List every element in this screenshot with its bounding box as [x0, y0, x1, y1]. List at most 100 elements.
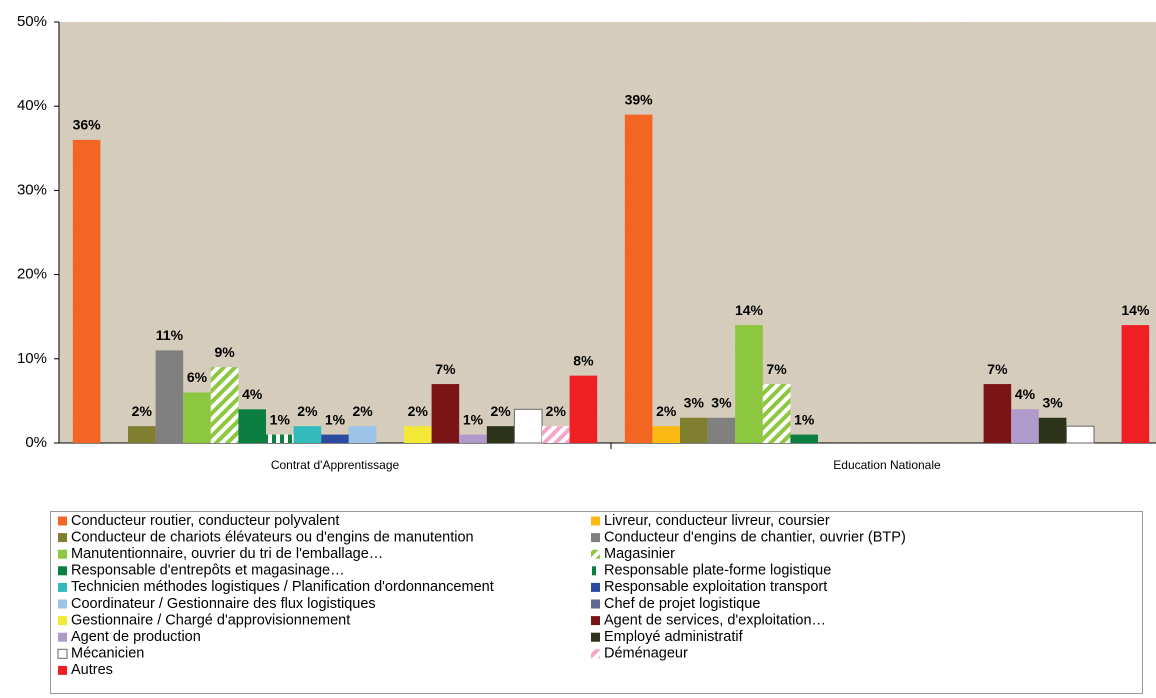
legend-swatch: [58, 566, 67, 576]
data-label: 9%: [214, 344, 235, 360]
data-label: 4%: [242, 386, 263, 402]
legend-label: Mécanicien: [71, 646, 144, 662]
data-label: 8%: [573, 352, 594, 368]
y-tick-label: 40%: [17, 97, 47, 114]
bar: [486, 426, 515, 443]
legend-label: Agent de services, d'exploitation…: [604, 612, 826, 628]
legend-swatch: [58, 616, 67, 626]
bar: [680, 417, 708, 443]
legend-swatch: [58, 665, 67, 675]
data-label: 2%: [297, 403, 318, 419]
data-label: 7%: [987, 361, 1008, 377]
bar: [652, 426, 680, 443]
legend-label: Technicien méthodes logistiques / Planif…: [71, 579, 494, 595]
legend-swatch: [57, 648, 68, 659]
legend-label: Coordinateur / Gestionnaire des flux log…: [71, 596, 376, 612]
x-tick-label: Contrat d'Apprentissage: [271, 458, 400, 472]
legend-swatch: [58, 533, 67, 543]
data-label: 1%: [794, 411, 815, 427]
bar: [431, 384, 460, 443]
data-label: 11%: [156, 327, 184, 343]
bar: [1065, 425, 1095, 444]
bar: [155, 350, 184, 443]
bar: [735, 325, 763, 443]
legend-swatch: [591, 616, 600, 626]
bar: [293, 426, 322, 443]
y-tick-label: 0%: [25, 434, 47, 451]
legend-label: Conducteur routier, conducteur polyvalen…: [71, 513, 339, 529]
data-label: 2%: [132, 403, 153, 419]
y-tick-label: 20%: [17, 266, 47, 283]
y-tick-label: 50%: [17, 13, 47, 30]
data-label: 36%: [73, 117, 102, 133]
legend-swatch: [591, 599, 600, 609]
data-label: 14%: [1121, 302, 1150, 318]
legend-label: Responsable d'entrepôts et magasinage…: [71, 563, 345, 579]
data-label: 3%: [1042, 394, 1063, 410]
legend-swatch: [58, 549, 67, 559]
x-tick-label: Education Nationale: [833, 458, 941, 472]
bar: [72, 139, 101, 443]
bar: [542, 426, 570, 443]
legend-swatch: [58, 516, 67, 526]
bar: [1011, 409, 1039, 443]
legend-label: Responsable plate-forme logistique: [604, 563, 831, 579]
data-label: 3%: [684, 394, 705, 410]
legend-swatch: [591, 549, 600, 559]
legend-swatch: [58, 582, 67, 592]
y-tick-label: 30%: [17, 181, 47, 198]
bar: [983, 384, 1012, 443]
data-label: 2%: [408, 403, 429, 419]
legend-label: Manutentionnaire, ouvrier du tri de l'em…: [71, 546, 383, 562]
data-label: 1%: [325, 411, 346, 427]
data-label: 3%: [711, 394, 732, 410]
legend-swatch: [591, 533, 600, 543]
bar: [1121, 325, 1150, 443]
legend-swatch: [591, 516, 600, 526]
legend-swatch: [591, 566, 600, 576]
y-tick-label: 10%: [17, 350, 47, 367]
plot-texture: [59, 22, 1156, 443]
bar: [459, 434, 487, 443]
legend-label: Conducteur d'engins de chantier, ouvrier…: [604, 529, 906, 545]
legend-label: Déménageur: [604, 646, 688, 662]
data-label: 1%: [270, 411, 291, 427]
legend-label: Autres: [71, 662, 113, 678]
data-label: 7%: [435, 361, 456, 377]
bar: [569, 375, 598, 443]
legend-label: Employé administratif: [604, 629, 744, 645]
legend-swatch: [58, 599, 67, 609]
bar: [762, 384, 791, 443]
bar: [404, 426, 432, 443]
legend-label: Agent de production: [71, 629, 201, 645]
legend-label: Gestionnaire / Chargé d'approvisionnemen…: [71, 612, 350, 628]
data-label: 14%: [735, 302, 764, 318]
data-label: 2%: [546, 403, 567, 419]
bar: [1038, 417, 1067, 443]
data-label: 2%: [490, 403, 511, 419]
legend-label: Magasinier: [604, 546, 675, 562]
legend-swatch: [58, 632, 67, 642]
bar: [707, 417, 736, 443]
bar: [183, 392, 211, 443]
data-label: 2%: [352, 403, 373, 419]
bar: [238, 409, 266, 443]
data-label: 7%: [766, 361, 787, 377]
legend-swatch: [591, 632, 600, 642]
bar: [210, 367, 239, 443]
bar: [624, 114, 653, 444]
data-label: 1%: [463, 411, 484, 427]
data-label: 4%: [1015, 386, 1036, 402]
data-label: 6%: [187, 369, 208, 385]
bar: [790, 434, 818, 443]
legend-swatch: [591, 649, 600, 659]
legend-label: Conducteur de chariots élévateurs ou d'e…: [71, 529, 474, 545]
bar: [128, 426, 156, 443]
bar: [266, 434, 294, 443]
legend-swatch: [591, 582, 600, 592]
bar: [321, 434, 349, 443]
data-label: 2%: [656, 403, 677, 419]
data-label: 39%: [625, 91, 654, 107]
